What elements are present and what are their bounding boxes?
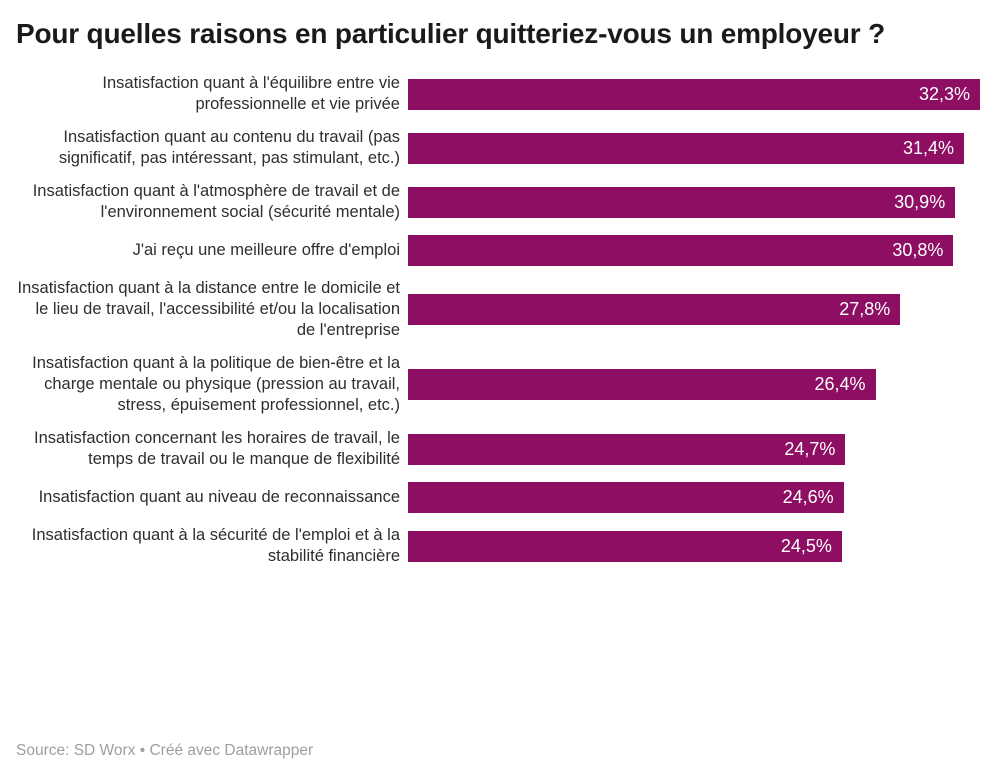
value-label: 30,8%: [892, 240, 944, 260]
bar: 26,4%: [408, 369, 876, 400]
bar-track: 30,9%: [408, 186, 980, 218]
chart-row: J'ai reçu une meilleure offre d'emploi 30…: [0, 235, 1000, 266]
bar-track: 24,6%: [408, 482, 980, 513]
chart-row: Insatisfaction quant au contenu du trava…: [0, 127, 1000, 169]
chart-row: Insatisfaction quant à l'équilibre entre…: [0, 73, 1000, 115]
chart-row: Insatisfaction quant à la sécurité de l'…: [0, 525, 1000, 567]
value-label: 32,3%: [918, 83, 970, 104]
bar-track: 24,5%: [408, 530, 980, 562]
category-label: Insatisfaction quant au niveau de reconn…: [38, 488, 400, 506]
bar: 32,3%: [408, 78, 980, 110]
bar: 24,6%: [408, 482, 844, 513]
value-label: 26,4%: [814, 374, 866, 394]
category-label: Insatisfaction quant à la sécurité de l'…: [31, 526, 400, 565]
chart-row: Insatisfaction concernant les horaires d…: [0, 428, 1000, 470]
value-label: 30,9%: [894, 191, 946, 212]
bar-track: 27,8%: [408, 294, 980, 325]
chart-title: Pour quelles raisons en particulier quit…: [16, 18, 885, 49]
bar-track: 30,8%: [408, 235, 980, 266]
bar-track: 32,3%: [408, 78, 980, 110]
bar-track: 31,4%: [408, 132, 980, 164]
bar: 30,8%: [408, 235, 954, 266]
value-label: 24,5%: [780, 535, 832, 556]
category-label: Insatisfaction quant à l'atmosphère de t…: [32, 182, 400, 221]
category-label: Insatisfaction quant à la distance entre…: [17, 279, 400, 339]
bar: 24,7%: [408, 433, 846, 465]
value-label: 31,4%: [903, 137, 955, 158]
chart-row: Insatisfaction quant au niveau de reconn…: [0, 482, 1000, 513]
chart-row: Insatisfaction quant à la distance entre…: [0, 278, 1000, 341]
category-label: Insatisfaction quant à la politique de b…: [32, 354, 400, 414]
bar: 24,5%: [408, 530, 842, 562]
bar: 31,4%: [408, 132, 965, 164]
bar-chart-rows: Insatisfaction quant à l'équilibre entre…: [0, 73, 1000, 567]
bar-track: 26,4%: [408, 369, 980, 400]
value-label: 24,7%: [784, 438, 836, 459]
value-label: 27,8%: [839, 299, 891, 319]
chart-row: Insatisfaction quant à l'atmosphère de t…: [0, 181, 1000, 223]
category-label: Insatisfaction quant à l'équilibre entre…: [102, 74, 400, 113]
category-label: J'ai reçu une meilleure offre d'emploi: [132, 241, 400, 259]
value-label: 24,6%: [782, 487, 834, 507]
bar: 27,8%: [408, 294, 901, 325]
category-label: Insatisfaction quant au contenu du trava…: [58, 128, 400, 167]
category-label: Insatisfaction concernant les horaires d…: [34, 429, 400, 468]
bar-chart: Insatisfaction quant à l'équilibre entre…: [0, 73, 1000, 567]
chart-row: Insatisfaction quant à la politique de b…: [0, 353, 1000, 416]
source-line: Source: SD Worx • Créé avec Datawrapper: [16, 742, 314, 759]
bar: 30,9%: [408, 186, 956, 218]
bar-track: 24,7%: [408, 433, 980, 465]
